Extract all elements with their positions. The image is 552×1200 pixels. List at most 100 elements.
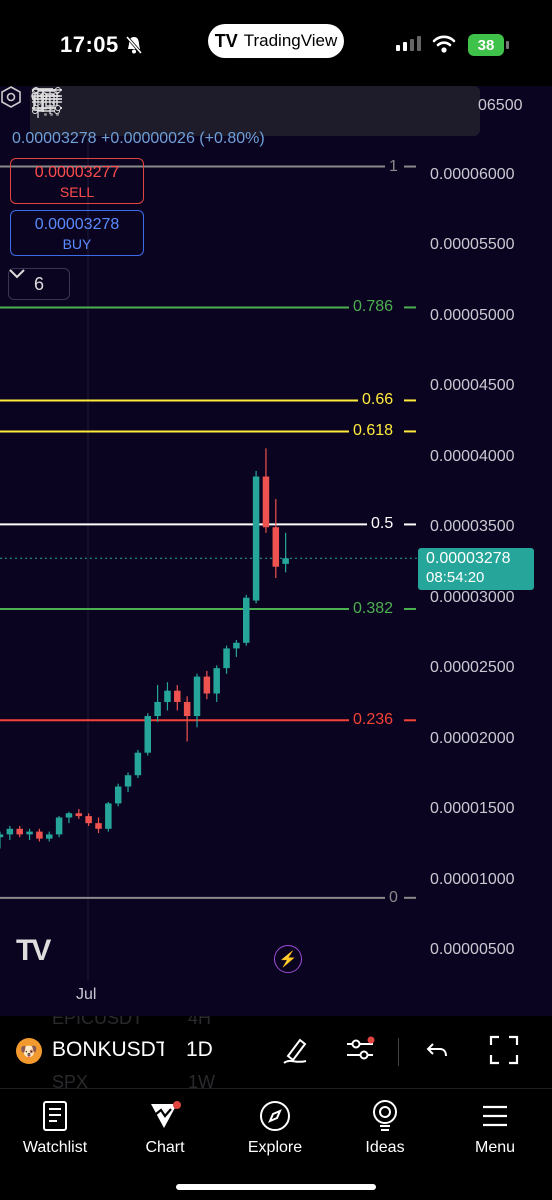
horizontal-ray-icon[interactable]: [32, 86, 111, 136]
cellular-signal-icon: [396, 36, 421, 51]
candle-body[interactable]: [55, 817, 63, 835]
sell-label: SELL: [59, 184, 95, 200]
sell-price: 0.00003277: [34, 164, 120, 181]
fib-level-label: 1: [389, 157, 398, 175]
wifi-icon: [432, 35, 456, 53]
watchlist-icon: [43, 1101, 67, 1131]
candle-body[interactable]: [164, 690, 171, 702]
nav-menu[interactable]: Menu: [440, 1097, 550, 1157]
price-axis-tick: 0.00001500: [430, 800, 515, 818]
text-icon[interactable]: [33, 86, 468, 136]
chart-settings-icon[interactable]: [0, 86, 22, 108]
nav-label: Explore: [247, 1139, 303, 1156]
candle-body[interactable]: [95, 823, 102, 829]
symbol-bar: EPICUSDT 4H SPX 1W 🐶 BONKUSDT 1D: [0, 1016, 552, 1088]
ghost-symbol-below: SPX: [52, 1072, 89, 1088]
bottom-navigation: Watchlist Chart Explore Ideas Menu: [0, 1088, 552, 1200]
toolbar-divider: [398, 1038, 399, 1066]
price-axis-tick: 0.00001000: [430, 870, 515, 888]
last-price-value: 0.00003278: [426, 550, 511, 567]
candle-body[interactable]: [6, 828, 14, 835]
drawing-pen-icon[interactable]: [280, 1034, 312, 1066]
nav-label: Watchlist: [22, 1139, 88, 1156]
indicators-sliders-icon[interactable]: [344, 1034, 376, 1066]
fib-extension-icon[interactable]: [32, 86, 366, 136]
parallel-channel-icon[interactable]: [32, 86, 213, 136]
ohlc-change-readout: 0.00003278 +0.00000026 (+0.80%): [12, 130, 265, 147]
undo-icon[interactable]: [424, 1034, 452, 1066]
price-axis-tick: 0.00002000: [430, 729, 515, 747]
rectangle-icon[interactable]: [32, 86, 264, 136]
candle-body[interactable]: [193, 676, 201, 717]
ghost-interval-below: 1W: [188, 1072, 215, 1088]
time-axis-label: Jul: [76, 986, 97, 1003]
chevron-down-icon: [9, 269, 25, 279]
nav-ideas[interactable]: Ideas: [330, 1097, 440, 1157]
fib-level-label: 0.5: [371, 515, 394, 533]
symbol-selector[interactable]: BONKUSDT: [52, 1038, 164, 1061]
clock: 17:05: [60, 32, 119, 57]
horizontal-line-icon[interactable]: [31, 86, 162, 136]
long-short-position-icon[interactable]: [33, 86, 417, 136]
nav-label: Chart: [145, 1139, 185, 1156]
nav-label: Ideas: [365, 1139, 405, 1156]
candle-body[interactable]: [65, 813, 73, 818]
bar-countdown: 08:54:20: [426, 569, 485, 586]
price-axis-tick: 0.00004000: [430, 447, 515, 465]
candle-body[interactable]: [75, 813, 83, 817]
tradingview-watermark-icon[interactable]: TV: [16, 934, 51, 967]
candle-body[interactable]: [105, 803, 112, 829]
compass-icon: [260, 1101, 290, 1131]
candle-body[interactable]: [272, 527, 280, 567]
candle-body[interactable]: [36, 831, 43, 839]
nav-explore[interactable]: Explore: [220, 1097, 330, 1157]
chart-icon: [151, 1101, 181, 1128]
interval-selector[interactable]: 1D: [186, 1038, 213, 1061]
price-axis-tick: 0.00005500: [430, 236, 515, 254]
fullscreen-icon[interactable]: [488, 1034, 520, 1066]
candle-body[interactable]: [233, 642, 240, 649]
status-bar: 17:05 TV TradingView 38: [0, 0, 552, 86]
drawing-toolbar: [30, 86, 480, 136]
candle-body[interactable]: [213, 668, 220, 694]
sell-button[interactable]: 0.00003277 SELL: [10, 158, 144, 204]
price-axis-tick: 0.00004500: [430, 377, 515, 395]
candle-body[interactable]: [252, 476, 260, 601]
candle-body[interactable]: [262, 476, 270, 528]
buy-button[interactable]: 0.00003278 BUY: [10, 210, 144, 256]
candle-body[interactable]: [174, 690, 181, 702]
candle-body[interactable]: [223, 648, 230, 669]
indicator-count: 6: [33, 273, 44, 294]
price-axis-tick: 0.00005000: [430, 306, 515, 324]
candle-body[interactable]: [243, 597, 250, 643]
fib-level-label: 0.618: [353, 422, 394, 440]
chart-canvas[interactable]: [0, 86, 552, 1016]
nav-chart[interactable]: Chart: [110, 1097, 220, 1157]
candle-body[interactable]: [144, 716, 152, 753]
candle-body[interactable]: [16, 828, 23, 835]
price-axis-tick: 0.00003000: [430, 588, 515, 606]
bonk-coin-icon: 🐶: [16, 1038, 42, 1064]
candle-body[interactable]: [134, 752, 142, 776]
candle-body[interactable]: [85, 816, 92, 824]
candle-body[interactable]: [203, 676, 211, 694]
fib-retracement-icon[interactable]: [32, 86, 315, 136]
candle-body[interactable]: [124, 775, 132, 787]
candle-body[interactable]: [46, 834, 53, 839]
candle-body[interactable]: [0, 834, 4, 838]
candle-body[interactable]: [26, 831, 33, 835]
lightning-icon[interactable]: ⚡: [274, 945, 302, 973]
app-switch-pill[interactable]: TV TradingView: [208, 24, 344, 58]
price-axis-tick: 0.00000500: [430, 940, 515, 958]
candle-body[interactable]: [282, 558, 289, 564]
candle-body[interactable]: [114, 786, 122, 804]
candle-body[interactable]: [183, 701, 191, 717]
nav-watchlist[interactable]: Watchlist: [0, 1097, 110, 1157]
last-price-badge: 0.00003278 08:54:20: [418, 548, 534, 590]
ghost-symbol-above: EPICUSDT: [52, 1016, 144, 1028]
price-chart[interactable]: 0.00006000 0.00005500 0.00005000 0.00004500…: [0, 86, 552, 1016]
candle-body[interactable]: [154, 701, 161, 717]
lightbulb-icon: [373, 1100, 397, 1131]
indicators-collapse-button[interactable]: 6: [8, 268, 70, 300]
buy-price: 0.00003278: [34, 216, 120, 233]
